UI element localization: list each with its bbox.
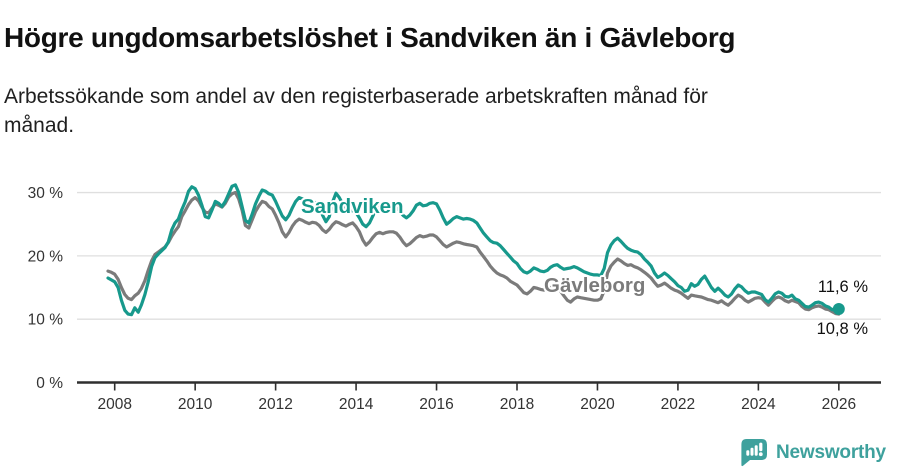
x-tick-label-2020: 2020 xyxy=(580,396,615,413)
x-tick-label-2010: 2010 xyxy=(178,396,213,413)
series-label-gavleborg: Gävleborg xyxy=(544,274,646,297)
chart-subtitle: Arbetssökande som andel av den registerb… xyxy=(4,85,708,137)
x-tick-label-2018: 2018 xyxy=(500,396,534,413)
x-tick-label-2014: 2014 xyxy=(339,396,374,413)
series-end-dot-sandviken xyxy=(832,303,845,315)
x-tick-label-2016: 2016 xyxy=(419,396,453,413)
series-line-sandviken xyxy=(106,183,841,317)
series-label-sandviken: Sandviken xyxy=(301,195,404,218)
x-tick-label-2026: 2026 xyxy=(822,396,856,413)
newsworthy-logo-icon xyxy=(741,439,767,467)
end-value-label-sandviken: 11,6 % xyxy=(817,278,868,296)
x-tick-label-2008: 2008 xyxy=(97,396,131,413)
x-tick-label-2022: 2022 xyxy=(661,396,695,413)
y-tick-label-20: 20 % xyxy=(28,248,64,265)
exclamation-glyph xyxy=(758,442,763,457)
y-tick-label-0: 0 % xyxy=(36,375,63,392)
x-tick-label-2024: 2024 xyxy=(741,396,776,413)
brand-wordmark: Newsworthy xyxy=(776,441,886,463)
y-tick-label-10: 10 % xyxy=(28,312,64,329)
page-title: Högre ungdomsarbetslöshet i Sandviken än… xyxy=(4,21,736,53)
series-line-gavleborg xyxy=(106,190,841,316)
speech-bubble-shape xyxy=(741,439,767,467)
x-tick-label-2012: 2012 xyxy=(258,396,292,413)
newsworthy-logo: Newsworthy xyxy=(740,438,886,467)
y-tick-label-30: 30 % xyxy=(28,185,64,202)
end-value-label-gavleborg: 10,8 % xyxy=(816,320,868,338)
bar-chart-glyph xyxy=(746,445,758,456)
